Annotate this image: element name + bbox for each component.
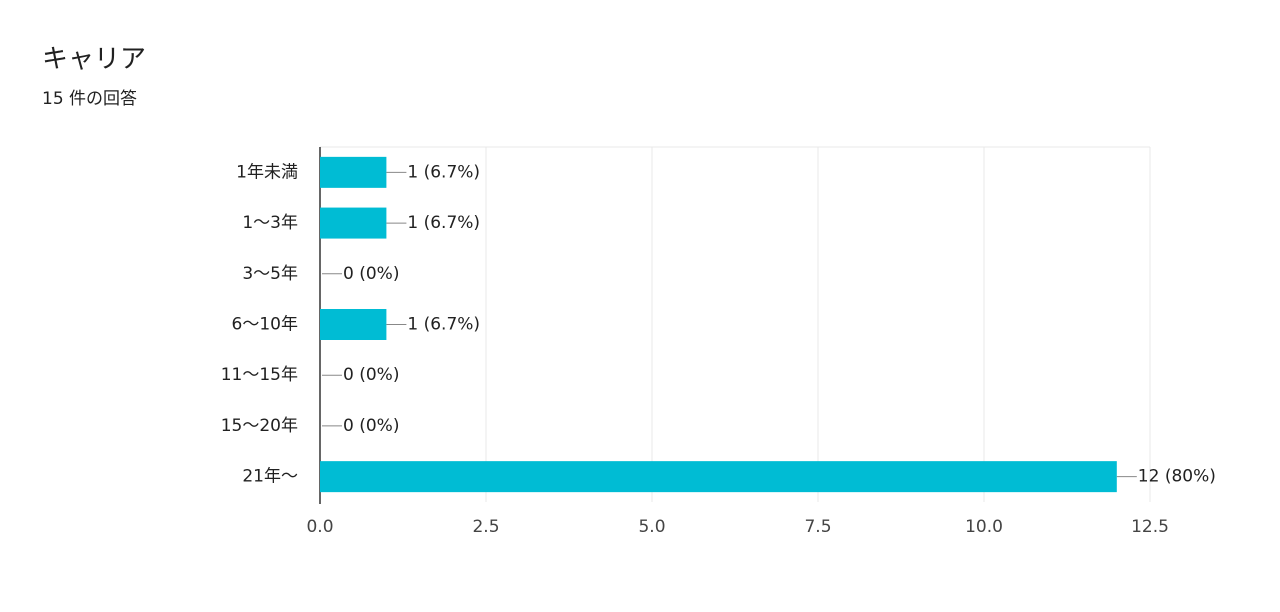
- value-label: 1 (6.7%): [407, 162, 480, 182]
- value-label: 0 (0%): [343, 264, 399, 284]
- x-tick-label: 2.5: [472, 517, 499, 537]
- x-tick-label: 10.0: [965, 517, 1003, 537]
- bar: [320, 461, 1117, 493]
- value-label: 1 (6.7%): [407, 315, 480, 335]
- x-tick-label: 12.5: [1131, 517, 1169, 537]
- bar: [320, 156, 387, 188]
- y-tick-label: 11〜15年: [221, 365, 298, 385]
- y-tick-label: 21年〜: [242, 467, 298, 487]
- y-tick-label: 1年未満: [236, 162, 298, 182]
- x-tick-label: 7.5: [804, 517, 831, 537]
- y-tick-label: 6〜10年: [232, 315, 298, 335]
- x-tick-label: 0.0: [306, 517, 333, 537]
- y-tick-label: 15〜20年: [221, 416, 298, 436]
- value-label: 1 (6.7%): [407, 213, 480, 233]
- value-label: 0 (0%): [343, 365, 399, 385]
- value-label: 0 (0%): [343, 416, 399, 436]
- chart-title: キャリア: [42, 45, 146, 75]
- y-tick-label: 1〜3年: [242, 213, 298, 233]
- value-label: 12 (80%): [1138, 467, 1216, 487]
- y-tick-label: 3〜5年: [242, 264, 298, 284]
- chart-subtitle: 15 件の回答: [42, 89, 137, 109]
- bar: [320, 207, 387, 239]
- x-tick-label: 5.0: [638, 517, 665, 537]
- bar: [320, 309, 387, 340]
